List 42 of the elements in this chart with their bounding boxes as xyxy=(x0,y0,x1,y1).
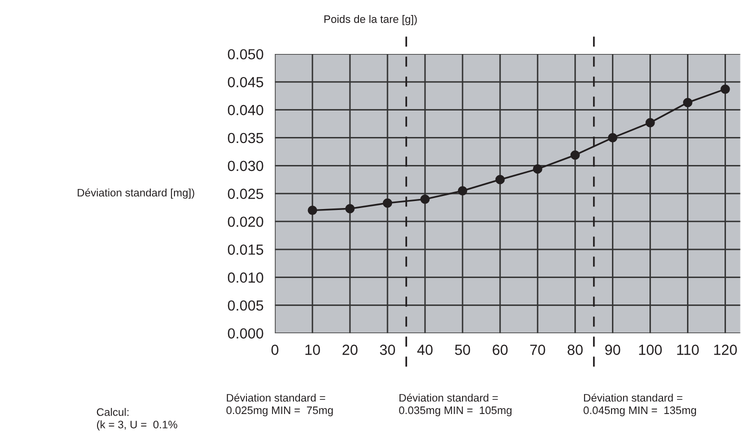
point xyxy=(646,118,655,128)
point xyxy=(345,204,355,214)
point xyxy=(608,133,618,142)
x-tick-label: 70 xyxy=(530,344,546,355)
y-tick-label: 0.000 xyxy=(228,328,264,339)
text: Déviation standard = 0.045mg MIN = 135mg xyxy=(584,394,696,416)
y-tick-label: 0.015 xyxy=(228,244,264,255)
y-tick-label: 0.035 xyxy=(228,132,264,144)
point xyxy=(382,198,392,208)
y-tick-label: 0.025 xyxy=(228,188,264,199)
y-tick-label: 0.045 xyxy=(228,76,264,88)
x-tick-label: 120 xyxy=(714,344,737,355)
point xyxy=(495,174,505,184)
x-tick-label: 10 xyxy=(305,344,320,355)
x-tick-label: 80 xyxy=(568,344,583,355)
chart-title: Poids de la tare [g]) xyxy=(324,15,417,26)
x-tick-label: 0 xyxy=(271,344,278,355)
text: Déviation standard = 0.035mg MIN = 105mg xyxy=(399,394,512,416)
point xyxy=(458,186,468,196)
point xyxy=(720,84,730,94)
text: Déviation standard = 0.025mg MIN = 75mg xyxy=(226,394,333,416)
point xyxy=(683,98,692,108)
x-tick-label: 50 xyxy=(455,344,470,355)
point xyxy=(420,194,430,204)
y-axis-title: Déviation standard [mg]) xyxy=(78,188,194,199)
point xyxy=(532,164,542,174)
y-tick-label: 0.030 xyxy=(228,160,264,172)
text: Calcul: (k = 3, U = 0.1% xyxy=(96,408,178,431)
point xyxy=(570,150,580,160)
x-tick-label: 100 xyxy=(639,344,662,355)
x-tick-label: 110 xyxy=(677,344,699,355)
x-tick-label: 40 xyxy=(417,344,433,355)
x-tick-label: 30 xyxy=(380,344,396,355)
x-tick-label: 90 xyxy=(605,344,620,355)
x-tick-label: 20 xyxy=(342,344,358,355)
point xyxy=(308,206,318,215)
x-tick-label: 60 xyxy=(492,344,508,355)
y-tick-label: 0.050 xyxy=(228,49,264,60)
y-tick-label: 0.010 xyxy=(228,272,264,283)
y-tick-label: 0.005 xyxy=(228,300,264,311)
y-tick-label: 0.040 xyxy=(228,104,264,116)
y-tick-label: 0.020 xyxy=(228,216,264,227)
